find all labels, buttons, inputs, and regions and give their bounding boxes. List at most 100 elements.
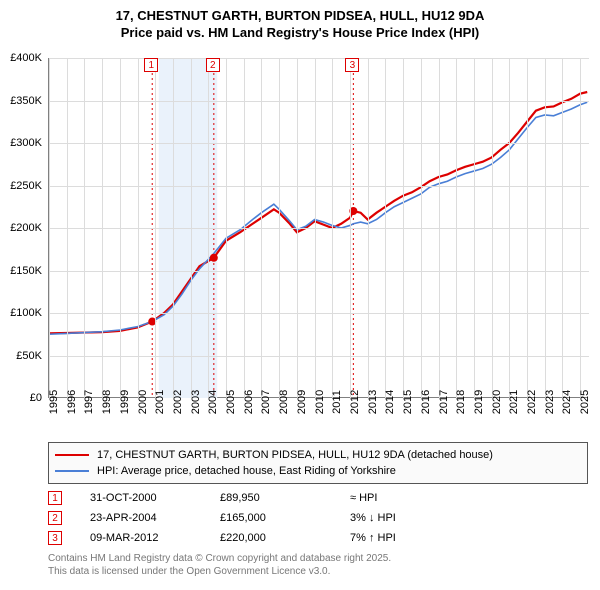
grid-line-v [67,58,68,398]
y-tick-label: £200K [10,222,42,234]
x-tick-label: 2002 [172,390,184,414]
legend-row: HPI: Average price, detached house, East… [55,463,581,479]
sale-hpi-delta: 3% ↓ HPI [350,512,588,524]
y-tick-label: £50K [16,350,42,362]
x-tick-label: 2013 [367,390,379,414]
x-tick-label: 2015 [402,390,414,414]
grid-line-v [315,58,316,398]
x-tick-label: 1996 [66,390,78,414]
y-tick-label: £100K [10,307,42,319]
grid-line-v [474,58,475,398]
series-price_paid [49,92,587,333]
grid-line-v [138,58,139,398]
chart-container: 17, CHESTNUT GARTH, BURTON PIDSEA, HULL,… [0,0,600,590]
sales-table: 131-OCT-2000£89,950≈ HPI223-APR-2004£165… [48,488,588,548]
grid-line-v [545,58,546,398]
x-tick-label: 2021 [508,390,520,414]
sale-date: 09-MAR-2012 [90,532,220,544]
sale-index-box: 2 [48,511,62,525]
sales-table-row: 2 23-APR-2004£165,0003% ↓ HPI [48,508,588,528]
y-tick-label: £300K [10,137,42,149]
series-hpi [49,102,587,334]
x-tick-label: 2016 [420,390,432,414]
legend-label: 17, CHESTNUT GARTH, BURTON PIDSEA, HULL,… [97,447,493,463]
grid-line-v [120,58,121,398]
grid-line-v [332,58,333,398]
sale-marker-box: 1 [144,58,158,72]
footer: Contains HM Land Registry data © Crown c… [48,552,391,578]
grid-line-v [191,58,192,398]
grid-line-v [102,58,103,398]
sale-date: 31-OCT-2000 [90,492,220,504]
y-tick-label: £150K [10,265,42,277]
x-tick-label: 2018 [455,390,467,414]
x-tick-label: 2000 [137,390,149,414]
grid-line-v [279,58,280,398]
sale-index-box: 3 [48,531,62,545]
chart-title: 17, CHESTNUT GARTH, BURTON PIDSEA, HULL,… [0,0,600,42]
legend-swatch [55,470,89,472]
sales-table-row: 131-OCT-2000£89,950≈ HPI [48,488,588,508]
grid-line-v [492,58,493,398]
x-tick-label: 1999 [119,390,131,414]
grid-line-v [421,58,422,398]
chart-area: £0£50K£100K£150K£200K£250K£300K£350K£400… [48,58,588,398]
title-line-1: 17, CHESTNUT GARTH, BURTON PIDSEA, HULL,… [0,8,600,25]
grid-line-h [49,186,589,187]
grid-line-v [509,58,510,398]
grid-line-v [368,58,369,398]
x-tick-label: 2009 [296,390,308,414]
grid-line-h [49,101,589,102]
sale-hpi-delta: 7% ↑ HPI [350,532,588,544]
grid-line-v [527,58,528,398]
x-tick-label: 2022 [526,390,538,414]
legend-row: 17, CHESTNUT GARTH, BURTON PIDSEA, HULL,… [55,447,581,463]
y-tick-label: £0 [30,392,42,404]
grid-line-v [261,58,262,398]
grid-line-h [49,143,589,144]
sales-table-row: 3 09-MAR-2012£220,0007% ↑ HPI [48,528,588,548]
x-tick-label: 1995 [48,390,60,414]
grid-line-v [155,58,156,398]
x-tick-label: 2025 [579,390,591,414]
plot-area [48,58,588,398]
grid-line-h [49,356,589,357]
grid-line-v [562,58,563,398]
x-tick-label: 2007 [260,390,272,414]
grid-line-h [49,58,589,59]
grid-line-v [385,58,386,398]
title-line-2: Price paid vs. HM Land Registry's House … [0,25,600,42]
sale-price: £220,000 [220,532,350,544]
grid-line-h [49,228,589,229]
x-tick-label: 2019 [473,390,485,414]
legend-swatch [55,454,89,456]
grid-line-v [580,58,581,398]
grid-line-v [173,58,174,398]
sale-date: 23-APR-2004 [90,512,220,524]
sale-index-box: 1 [48,491,62,505]
x-tick-label: 2004 [207,390,219,414]
footer-line-2: This data is licensed under the Open Gov… [48,565,391,578]
grid-line-v [297,58,298,398]
x-tick-label: 2017 [438,390,450,414]
x-tick-label: 2001 [154,390,166,414]
x-tick-label: 2003 [190,390,202,414]
grid-line-v [226,58,227,398]
grid-line-v [439,58,440,398]
x-tick-label: 2023 [544,390,556,414]
x-tick-label: 2006 [243,390,255,414]
x-tick-label: 1998 [101,390,113,414]
sale-hpi-delta: ≈ HPI [350,492,588,504]
grid-line-h [49,271,589,272]
x-tick-label: 2005 [225,390,237,414]
legend-label: HPI: Average price, detached house, East… [97,463,396,479]
y-tick-label: £250K [10,180,42,192]
y-tick-label: £400K [10,52,42,64]
sale-price: £165,000 [220,512,350,524]
x-tick-label: 2024 [561,390,573,414]
grid-line-v [456,58,457,398]
x-tick-label: 2011 [331,390,343,414]
x-tick-label: 2008 [278,390,290,414]
grid-line-h [49,313,589,314]
grid-line-v [49,58,50,398]
